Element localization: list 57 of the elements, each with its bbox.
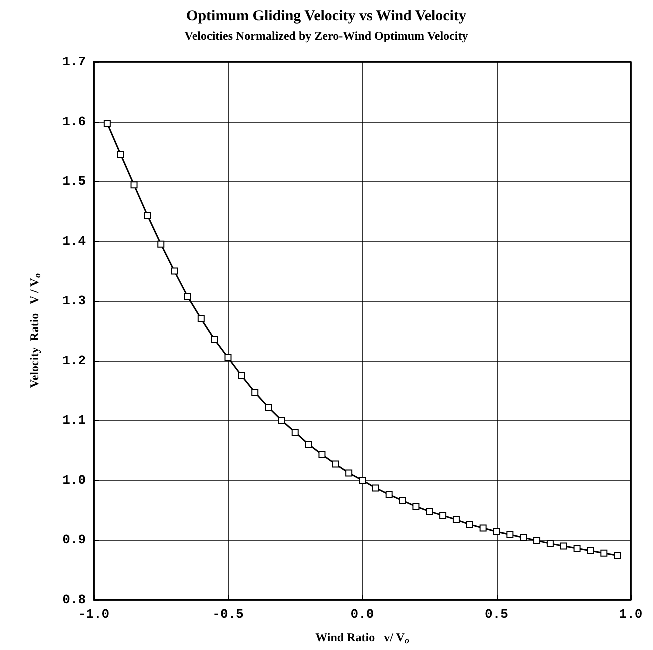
y-tick-label: 1.1 xyxy=(62,413,86,428)
point xyxy=(493,528,500,536)
y-tick-label: 1.7 xyxy=(62,54,86,70)
point xyxy=(265,404,272,412)
point xyxy=(346,470,353,477)
point xyxy=(534,537,541,544)
point xyxy=(278,417,286,424)
point xyxy=(305,441,312,448)
point xyxy=(600,550,608,557)
point xyxy=(198,316,205,323)
x-tick-label: 0.5 xyxy=(485,607,509,622)
point xyxy=(171,268,178,275)
x-tick-label: 0.0 xyxy=(350,607,374,622)
point xyxy=(452,516,460,524)
point xyxy=(224,354,232,362)
point xyxy=(104,120,111,128)
point xyxy=(252,389,259,396)
point xyxy=(130,182,138,189)
point xyxy=(238,372,246,380)
x-tick-label: -1.0 xyxy=(78,607,110,622)
point xyxy=(614,552,622,560)
y-tick-label: 1.4 xyxy=(62,234,86,249)
point xyxy=(158,240,165,248)
x-tick-label: 1.0 xyxy=(619,607,643,622)
point xyxy=(587,547,594,554)
x-tick-label: -0.5 xyxy=(212,607,244,622)
y-tick-label: 0.9 xyxy=(62,532,86,548)
point xyxy=(386,491,393,498)
y-tick-label: 1.6 xyxy=(62,114,86,130)
point xyxy=(399,497,406,504)
point xyxy=(546,540,554,548)
chart-subtitle: Velocities Normalized by Zero-Wind Optimum Velocity xyxy=(184,29,468,43)
point xyxy=(359,476,366,484)
point xyxy=(117,151,124,158)
point xyxy=(372,484,380,492)
point xyxy=(332,460,340,468)
point xyxy=(211,336,218,344)
point xyxy=(506,531,514,538)
point xyxy=(426,508,434,516)
point xyxy=(412,503,420,510)
point xyxy=(574,545,581,552)
point xyxy=(560,542,568,550)
point xyxy=(480,524,487,532)
point xyxy=(466,521,474,528)
point xyxy=(184,293,192,300)
point xyxy=(292,429,299,436)
y-tick-label: 1.2 xyxy=(62,353,86,368)
point xyxy=(318,451,326,458)
point xyxy=(520,534,528,542)
chart-title: Optimum Gliding Velocity vs Wind Velocity xyxy=(186,8,467,24)
y-tick-label: 0.8 xyxy=(62,592,86,608)
y-tick-label: 1.3 xyxy=(62,294,86,309)
y-tick-label: 1.5 xyxy=(62,174,86,190)
y-tick-label: 1.0 xyxy=(62,472,86,488)
y-axis-title: Velocity Ratio V / Vo xyxy=(28,272,42,388)
point xyxy=(440,512,447,520)
point xyxy=(144,212,152,220)
